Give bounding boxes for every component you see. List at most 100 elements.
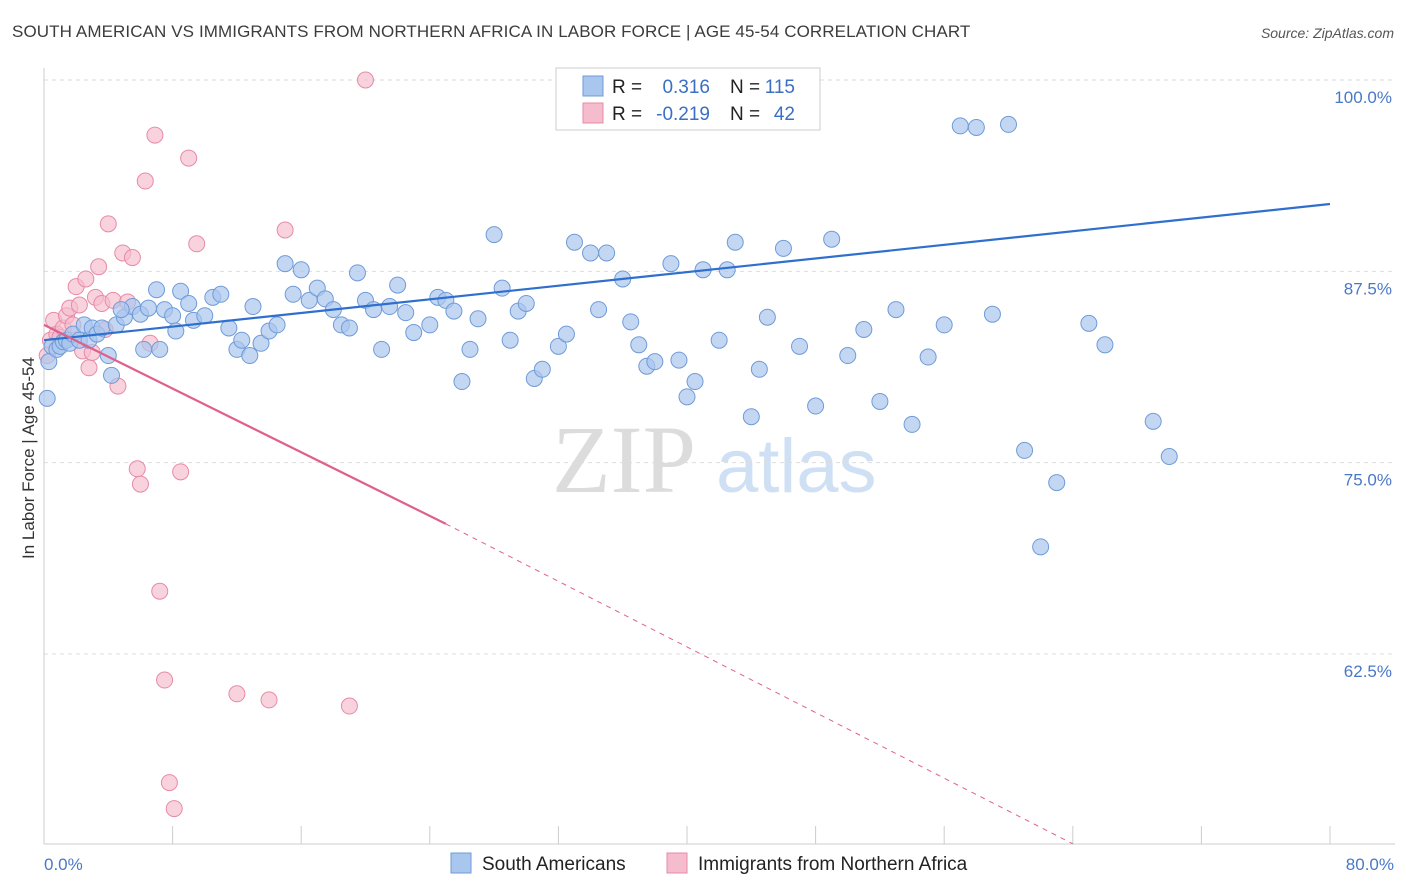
x-tick-label: 80.0% [1346,855,1394,874]
data-point-south-americans [1144,412,1162,430]
data-point-south-americans [139,299,157,317]
data-point-northern-africa [131,475,149,493]
legend-r-label-blue: R = [612,77,642,98]
data-point-south-americans [276,255,294,273]
data-point-south-americans [164,307,182,325]
gridlines [44,79,1395,655]
y-axis-label: In Labor Force | Age 45-54 [19,357,38,559]
data-point-south-americans [807,397,825,415]
data-point-south-americans [662,255,680,273]
legend-swatch-pink [582,102,604,124]
data-point-northern-africa [156,671,174,689]
data-point-south-americans [598,244,616,262]
data-point-south-americans [750,360,768,378]
data-point-south-americans [135,340,153,358]
watermark-zip: ZIP [552,406,696,513]
data-point-south-americans [630,336,648,354]
data-point-northern-africa [188,235,206,253]
data-point-south-americans [758,308,776,326]
data-point-south-americans [670,351,688,369]
data-point-south-americans [244,298,262,316]
data-point-northern-africa [77,270,95,288]
data-point-south-americans [469,310,487,328]
legend-n-value-pink: 42 [774,104,795,125]
data-point-south-americans [855,320,873,338]
data-point-south-americans [726,233,744,251]
data-point-south-americans [823,230,841,248]
data-point-south-americans [501,331,519,349]
data-point-northern-africa [357,71,374,89]
y-tick-label: 75.0% [1344,471,1392,490]
source-credit: Source: ZipAtlas.com [1260,25,1394,41]
data-point-south-americans [38,389,56,407]
data-point-south-americans [1048,474,1066,492]
data-point-south-americans [493,279,511,297]
data-point-south-americans [268,316,286,334]
y-tick-label: 62.5% [1344,662,1392,681]
data-point-south-americans [1160,448,1178,466]
legend-n-label-pink: N = [730,104,760,125]
data-point-northern-africa [70,296,88,314]
data-point-south-americans [983,305,1001,323]
data-point-northern-africa [151,582,169,600]
data-point-south-americans [172,282,190,300]
data-point-northern-africa [165,800,183,818]
data-point-northern-africa [160,774,178,792]
data-point-south-americans [180,294,198,312]
series-immigrants-northern-africa [38,71,374,818]
legend-swatch-south-americans [450,852,472,874]
legend-r-value-blue: 0.316 [662,77,710,98]
data-point-south-americans [839,347,857,365]
data-point-south-americans [1016,441,1034,459]
legend-swatch-northern-africa [666,852,688,874]
data-point-south-americans [533,360,551,378]
chart-title: SOUTH AMERICAN VS IMMIGRANTS FROM NORTHE… [12,22,971,41]
data-point-northern-africa [128,460,146,478]
data-point-south-americans [1032,538,1050,556]
watermark-atlas: atlas [716,424,877,509]
y-tick-label: 100.0% [1334,88,1392,107]
data-point-south-americans [1000,115,1017,133]
data-point-south-americans [381,298,399,316]
data-point-south-americans [151,340,169,358]
legend-swatch-blue [582,75,604,97]
y-tick-label: 87.5% [1344,279,1392,298]
data-point-south-americans [871,392,889,410]
data-point-south-americans [284,285,302,303]
stats-legend: R = 0.316 N = 115 R = -0.219 N = 42 [555,67,821,131]
data-point-south-americans [590,301,608,319]
data-point-south-americans [252,334,270,352]
data-point-south-americans [646,353,664,371]
legend-n-value-blue: 115 [765,77,795,98]
data-point-south-americans [103,366,121,384]
legend-label-south-americans: South Americans [482,854,626,875]
data-point-south-americans [582,244,600,262]
data-point-south-americans [241,347,259,365]
data-point-northern-africa [340,697,358,715]
legend-r-label-pink: R = [612,104,642,125]
data-point-south-americans [549,337,567,355]
data-point-northern-africa [136,172,154,190]
data-point-south-americans [887,301,905,319]
legend-label-northern-africa: Immigrants from Northern Africa [698,854,968,875]
tick-labels: 62.5% 75.0% 87.5% 100.0% 0.0% 80.0% [44,88,1394,874]
data-point-south-americans [373,340,391,358]
axes [43,68,1395,845]
data-point-south-americans [421,316,439,334]
data-point-south-americans [718,261,736,279]
data-point-south-americans [292,261,310,279]
data-point-south-americans [461,340,479,358]
data-point-south-americans [967,118,985,136]
data-point-south-americans [678,388,696,406]
data-point-northern-africa [228,685,246,703]
data-point-south-americans [485,226,503,244]
trend-line-northern-africa-extension [445,523,1074,845]
trend-line-northern-africa [43,323,447,525]
data-point-northern-africa [99,215,117,233]
data-point-south-americans [196,307,214,325]
legend-r-value-pink: -0.219 [656,104,710,125]
data-point-south-americans [148,281,166,299]
trend-lines [43,202,1331,845]
data-point-northern-africa [123,249,141,267]
